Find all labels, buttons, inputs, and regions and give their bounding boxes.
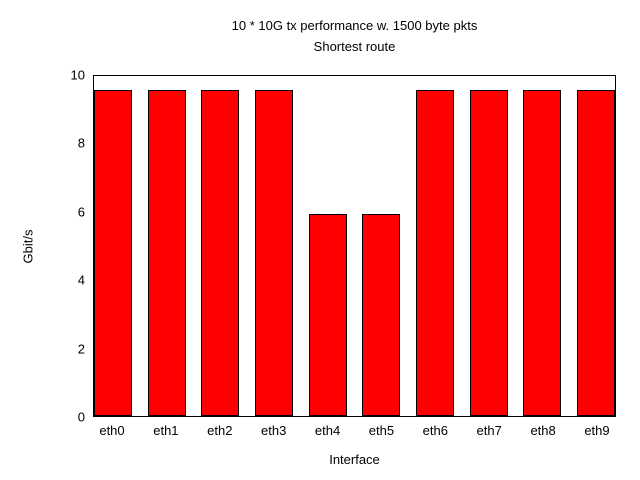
bar-eth6 xyxy=(416,89,454,416)
bar-eth9 xyxy=(577,89,615,416)
x-axis-tick-labels: eth0 eth1 eth2 eth3 eth4 eth5 eth6 eth7 eth8 eth9 xyxy=(93,423,616,439)
chart-title-block: 10 * 10G tx performance w. 1500 byte pkt… xyxy=(93,15,616,57)
y-tick-label-0: 0 xyxy=(77,409,85,425)
x-tick-label-eth2: eth2 xyxy=(207,423,233,438)
y-axis-tick-labels: 0 2 4 6 8 10 xyxy=(0,69,85,424)
bar-eth5 xyxy=(362,213,401,416)
y-tick-label-4: 4 xyxy=(77,272,85,288)
x-tick-label-eth1: eth1 xyxy=(153,423,179,438)
bar-eth7 xyxy=(469,89,508,416)
bar-eth2 xyxy=(201,89,240,416)
x-axis-title: Interface xyxy=(329,452,380,467)
plot-area xyxy=(93,75,616,417)
x-tick-label-eth8: eth8 xyxy=(530,423,556,438)
x-tick-label-eth9: eth9 xyxy=(584,423,610,438)
x-tick-label-eth6: eth6 xyxy=(422,423,448,438)
bars-container xyxy=(94,76,615,416)
bar-eth8 xyxy=(523,89,562,416)
x-tick-label-eth0: eth0 xyxy=(99,423,125,438)
bar-eth0 xyxy=(94,89,132,416)
x-tick-label-eth3: eth3 xyxy=(261,423,287,438)
chart-title: 10 * 10G tx performance w. 1500 byte pkt… xyxy=(231,18,478,33)
bar-eth1 xyxy=(147,89,186,416)
y-tick-label-6: 6 xyxy=(77,204,85,220)
bar-eth3 xyxy=(255,89,293,416)
x-tick-label-eth7: eth7 xyxy=(476,423,502,438)
y-tick-label-8: 8 xyxy=(77,135,85,151)
x-tick-label-eth5: eth5 xyxy=(368,423,395,438)
chart-subtitle: Shortest route xyxy=(313,39,396,54)
y-tick-label-10: 10 xyxy=(70,67,85,83)
bar-eth4 xyxy=(308,213,347,416)
x-tick-label-eth4: eth4 xyxy=(314,423,341,438)
y-tick-label-2: 2 xyxy=(77,341,85,357)
